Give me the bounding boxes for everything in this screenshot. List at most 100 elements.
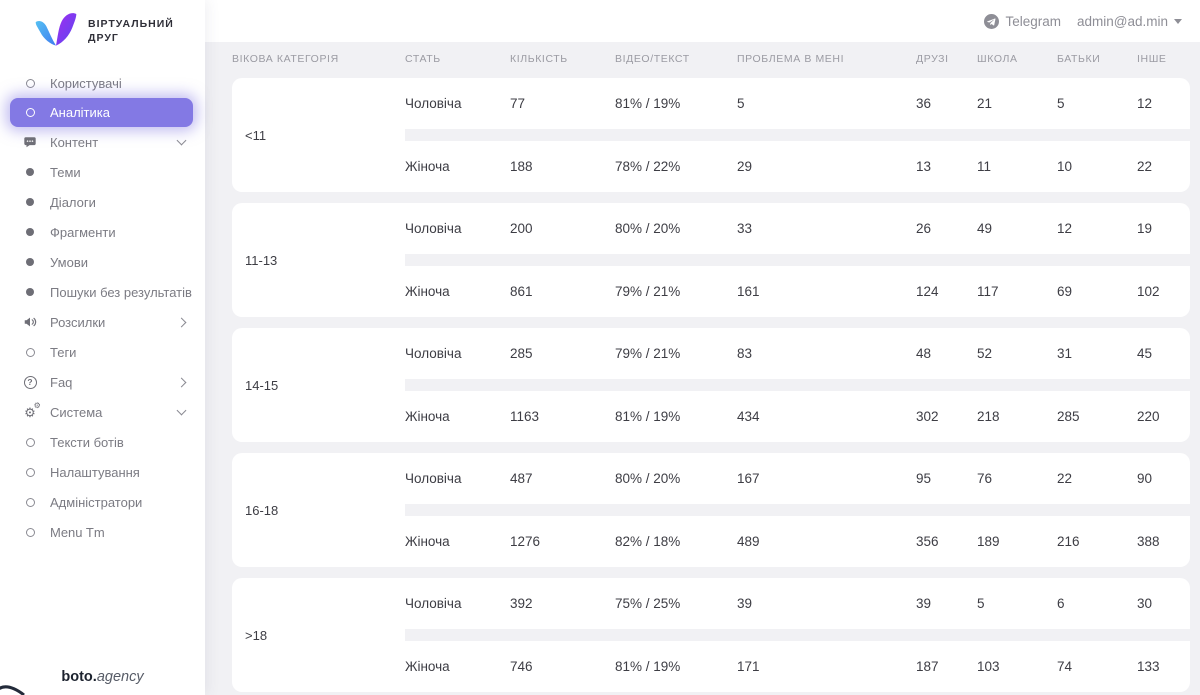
cell-other: 90 [1137,471,1153,486]
sidebar-item-label: Користувачі [50,75,122,91]
sidebar-item-label: Адміністратори [50,494,143,510]
sidebar-item-label: Фрагменти [50,224,116,240]
cell-friends: 95 [916,471,932,486]
sidebar-item-content[interactable]: Контент [0,127,205,157]
table-row: Жіноча 188 78% / 22% 29 13 11 10 22 [405,141,1190,192]
cell-gender: Чоловіча [405,221,462,236]
column-header-count: КІЛЬКІСТЬ [510,52,568,65]
cell-school: 11 [977,159,992,174]
cell-problem-in-me: 161 [737,284,760,299]
column-header-school: ШКОЛА [977,52,1018,65]
cell-video-text: 80% / 20% [615,471,681,486]
table-row: Жіноча 746 81% / 19% 171 187 103 74 133 [405,641,1190,692]
sidebar-item-label: Пошуки без результатів [50,284,192,300]
sidebar-item-label: Теми [50,164,81,180]
cell-problem-in-me: 171 [737,659,760,674]
main-content: Telegram admin@ad.min ВІКОВА КАТЕГОРІЯ С… [205,0,1200,695]
sidebar-item-label: Аналітика [50,105,110,120]
age-group-card: 16-18 Чоловіча 487 80% / 20% 167 95 76 22 90 Жі… [232,453,1190,567]
cell-gender: Чоловіча [405,346,462,361]
sidebar-item-conditions[interactable]: Умови [0,247,205,277]
sidebar-item-faq[interactable]: ? Faq [0,367,205,397]
app-title: ВІРТУАЛЬНИЙ ДРУГ [88,17,174,44]
cell-gender: Чоловіча [405,596,462,611]
cell-count: 188 [510,159,533,174]
telegram-label: Telegram [1005,13,1061,29]
sidebar-item-mailings[interactable]: Розсилки [0,307,205,337]
sidebar-item-analytics[interactable]: Аналітика [10,98,193,127]
cell-gender: Жіноча [405,159,450,174]
column-header-gender: СТАТЬ [405,52,441,65]
sidebar-item-no-result-searches[interactable]: Пошуки без результатів [0,277,205,307]
sidebar-item-system[interactable]: ⚙ ⚙ Система [0,397,205,427]
circle-outline-icon [22,347,38,357]
age-group-card: <11 Чоловіча 77 81% / 19% 5 36 21 5 12 Жіноча 18… [232,78,1190,192]
sidebar-item-tags[interactable]: Теги [0,337,205,367]
sidebar-item-fragments[interactable]: Фрагменти [0,217,205,247]
cell-gender: Жіноча [405,659,450,674]
table-header-row: ВІКОВА КАТЕГОРІЯ СТАТЬ КІЛЬКІСТЬ ВІДЕО/Т… [205,42,1200,75]
column-header-age: ВІКОВА КАТЕГОРІЯ [232,52,339,65]
cell-video-text: 79% / 21% [615,284,681,299]
chat-icon [22,135,38,149]
sidebar-item-label: Контент [50,134,99,150]
sidebar-item-topics[interactable]: Теми [0,157,205,187]
sidebar-item-label: Тексти ботів [50,434,124,450]
sidebar-item-label: Діалоги [50,194,96,210]
chevron-down-icon [176,405,187,416]
sidebar-item-dialogs[interactable]: Діалоги [0,187,205,217]
row-divider [405,629,1190,641]
cell-problem-in-me: 33 [737,221,753,236]
cell-gender: Жіноча [405,534,450,549]
user-account-dropdown[interactable]: admin@ad.min [1077,14,1182,29]
table-row: Чоловіча 200 80% / 20% 33 26 49 12 19 [405,203,1190,254]
telegram-link[interactable]: Telegram [984,13,1061,29]
brand-light: agency [96,669,144,685]
cell-problem-in-me: 434 [737,409,760,424]
sidebar-item-users[interactable]: Користувачі [0,68,205,98]
cell-parents: 22 [1057,471,1073,486]
sidebar-item-menu-tm[interactable]: Menu Tm [0,517,205,547]
cell-count: 746 [510,659,533,674]
table-row: Жіноча 1276 82% / 18% 489 356 189 216 388 [405,516,1190,567]
cell-other: 133 [1137,659,1160,674]
sidebar-item-administrators[interactable]: Адміністратори [0,487,205,517]
cell-count: 77 [510,96,526,111]
chevron-down-icon [1174,18,1182,24]
age-category-label: <11 [245,127,267,143]
sidebar-item-label: Умови [50,254,89,270]
cell-friends: 124 [916,284,939,299]
sidebar-item-label: Система [50,404,103,420]
cell-other: 45 [1137,346,1153,361]
cell-count: 861 [510,284,533,299]
chevron-right-icon [176,377,187,387]
sidebar-item-bot-texts[interactable]: Тексти ботів [0,427,205,457]
cell-school: 5 [977,596,985,611]
cell-other: 102 [1137,284,1160,299]
question-icon: ? [22,375,38,389]
cell-video-text: 82% / 18% [615,534,681,549]
cell-school: 117 [977,284,999,299]
chevron-right-icon [176,317,187,327]
analytics-table: <11 Чоловіча 77 81% / 19% 5 36 21 5 12 Жіноча 18… [205,75,1200,692]
cell-other: 388 [1137,534,1160,549]
table-row: Жіноча 1163 81% / 19% 434 302 218 285 220 [405,391,1190,442]
circle-outline-icon [22,467,38,477]
cell-friends: 39 [916,596,932,611]
agency-brand: boto.agency [0,669,205,685]
age-category-label: >18 [245,627,268,643]
cell-count: 1163 [510,409,540,424]
cell-problem-in-me: 39 [737,596,753,611]
cell-problem-in-me: 83 [737,346,753,361]
megaphone-icon [22,315,38,329]
circle-outline-icon [22,527,38,537]
cell-other: 220 [1137,409,1160,424]
column-header-problem-in-me: ПРОБЛЕМА В МЕНІ [737,52,845,65]
circle-filled-icon [22,258,38,266]
sidebar-item-label: Налаштування [50,464,140,480]
cell-friends: 187 [916,659,939,674]
sidebar-item-settings[interactable]: Налаштування [0,457,205,487]
cell-other: 22 [1137,159,1153,174]
cell-parents: 285 [1057,409,1080,424]
cell-friends: 26 [916,221,932,236]
